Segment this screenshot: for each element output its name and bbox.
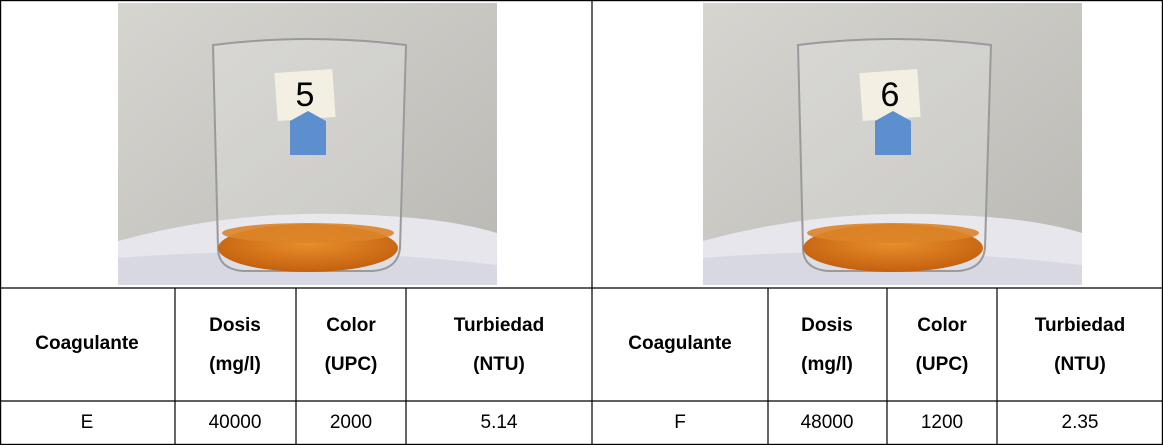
column-header: Coagulante (35, 333, 138, 354)
table-cell: 1200 (921, 412, 963, 433)
beaker-photo (118, 3, 497, 285)
table-cell: 48000 (801, 412, 854, 433)
column-header: Color (326, 315, 376, 336)
column-header: Turbiedad (1035, 315, 1125, 336)
column-header: (NTU) (1054, 354, 1106, 375)
column-header: Dosis (209, 315, 261, 336)
table-cells: Coagulante Dosis (mg/l) Color (UPC) Turbiedad… (35, 315, 1125, 433)
table-cell: 40000 (209, 412, 262, 433)
table-cell: F (674, 412, 686, 433)
column-header: Coagulante (628, 333, 731, 354)
column-header: (mg/l) (801, 354, 853, 375)
column-header: (UPC) (325, 354, 378, 375)
beaker-number: 6 (881, 76, 900, 114)
table-cell: E (81, 412, 94, 433)
column-header: Color (917, 315, 967, 336)
table-cell: 2.35 (1062, 412, 1099, 433)
beaker-number: 5 (296, 76, 315, 114)
column-header: (NTU) (473, 354, 525, 375)
column-header: (mg/l) (209, 354, 261, 375)
beaker-photo (703, 3, 1082, 285)
table-cell: 2000 (330, 412, 372, 433)
column-header: (UPC) (916, 354, 969, 375)
column-header: Dosis (801, 315, 853, 336)
table-cell: 5.14 (481, 412, 518, 433)
column-header: Turbiedad (454, 315, 544, 336)
